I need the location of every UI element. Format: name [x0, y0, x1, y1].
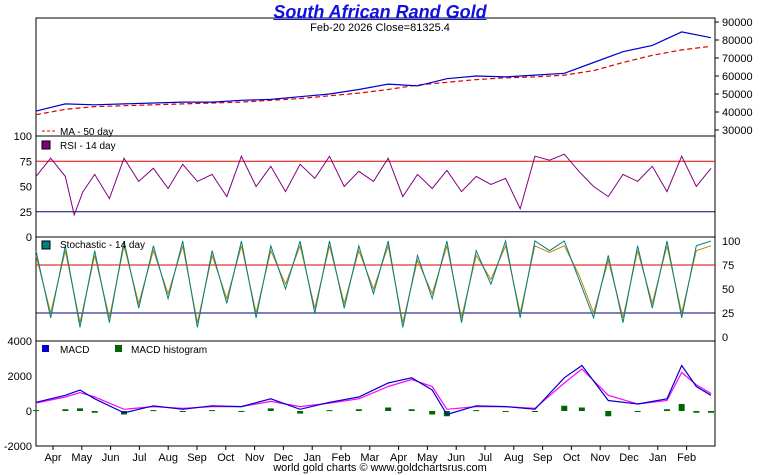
macd-hist-bar	[605, 411, 612, 417]
macd-hist-bar	[326, 410, 333, 412]
rsi-y-label: 75	[20, 156, 32, 168]
legend-hist-label: MACD histogram	[131, 345, 207, 356]
stoch-y-label: 0	[722, 332, 728, 344]
legend-rsi-label: RSI - 14 day	[60, 141, 116, 152]
macd-y-label: 0	[26, 406, 32, 418]
macd-hist-bar	[693, 411, 700, 413]
macd-hist-bar	[578, 407, 585, 411]
macd-hist-bar	[531, 411, 538, 412]
x-tick-label: May	[417, 452, 438, 464]
legend-hist-swatch	[115, 345, 122, 352]
x-tick-label: Dec	[619, 452, 639, 464]
macd-hist-bar	[561, 405, 568, 411]
x-tick-label: Feb	[677, 452, 696, 464]
macd-line	[35, 364, 712, 416]
x-tick-label: Sep	[533, 452, 553, 464]
macd-y-label: 2000	[8, 371, 32, 383]
macd-hist-bar	[663, 409, 670, 411]
y-tick-label: 90000	[722, 17, 753, 29]
y-tick-label: 80000	[722, 35, 753, 47]
legend-stoch-label: Stochastic - 14 day	[60, 240, 145, 251]
macd-y-label: 4000	[8, 336, 32, 348]
ma-50-line	[35, 45, 712, 116]
x-tick-label: Mar	[360, 452, 379, 464]
macd-hist-bar	[238, 411, 245, 412]
panel-frame-2	[35, 236, 716, 342]
macd-signal-line	[35, 368, 712, 410]
legend-rsi-swatch	[41, 140, 51, 150]
x-tick-label: Jul	[478, 452, 492, 464]
stoch-y-label: 100	[722, 236, 740, 248]
stoch-y-label: 50	[722, 284, 734, 296]
panel-frame-0	[35, 17, 716, 137]
x-tick-label: Jan	[303, 452, 321, 464]
macd-hist-bar	[502, 411, 509, 412]
macd-hist-bar	[355, 409, 362, 411]
x-tick-label: Jun	[102, 452, 120, 464]
legend-macd-label: MACD	[60, 345, 89, 356]
macd-hist-bar	[77, 408, 84, 411]
x-tick-label: Apr	[44, 452, 61, 464]
x-tick-label: Sep	[187, 452, 207, 464]
price-line	[35, 31, 712, 112]
macd-hist-bar	[634, 411, 641, 412]
stoch-y-label: 25	[722, 308, 734, 320]
chart-footer: world gold charts © www.goldchartsrus.co…	[273, 462, 487, 474]
rsi-y-label: 25	[20, 207, 32, 219]
macd-y-label: -2000	[4, 441, 32, 453]
macd-hist-bar	[708, 411, 714, 413]
stoch-y-label: 75	[722, 260, 734, 272]
legend-stoch-swatch	[41, 240, 51, 250]
x-tick-label: Apr	[390, 452, 407, 464]
macd-hist-bar	[429, 411, 436, 415]
rsi-y-label: 50	[20, 182, 32, 194]
rsi-line	[35, 153, 712, 217]
chart-subtitle: Feb-20 2026 Close=81325.4	[310, 22, 450, 34]
x-tick-label: Oct	[563, 452, 580, 464]
macd-hist-bar	[33, 410, 39, 412]
legend-ma-label: MA - 50 day	[60, 127, 113, 138]
x-tick-label: Nov	[245, 452, 265, 464]
macd-hist-bar	[297, 411, 304, 414]
macd-hist-bar	[408, 409, 415, 411]
x-tick-label: Aug	[504, 452, 524, 464]
macd-hist-bar	[62, 409, 69, 411]
chart-title: South African Rand Gold	[273, 2, 487, 22]
panel-frame-3	[35, 340, 716, 447]
macd-hist-bar	[267, 408, 274, 411]
y-tick-label: 70000	[722, 53, 753, 65]
x-tick-label: Oct	[217, 452, 234, 464]
macd-hist-bar	[150, 410, 157, 412]
macd-hist-bar	[473, 410, 480, 412]
y-tick-label: 30000	[722, 125, 753, 137]
stoch-k-line	[35, 239, 712, 328]
macd-hist-bar	[179, 411, 186, 412]
y-tick-label: 40000	[722, 107, 753, 119]
x-tick-label: Feb	[332, 452, 351, 464]
panel-frame-1	[35, 135, 716, 238]
macd-hist-bar	[91, 411, 98, 413]
x-tick-label: Dec	[274, 452, 294, 464]
macd-hist-bar	[385, 407, 392, 411]
y-tick-label: 50000	[722, 89, 753, 101]
x-tick-label: Nov	[590, 452, 610, 464]
x-tick-label: Jun	[447, 452, 465, 464]
macd-hist-bar	[678, 404, 685, 411]
rsi-y-label: 0	[26, 232, 32, 244]
y-tick-label: 60000	[722, 71, 753, 83]
legend-macd-swatch	[42, 345, 49, 352]
x-tick-label: Jan	[649, 452, 667, 464]
x-tick-label: Jul	[132, 452, 146, 464]
rsi-y-label: 100	[14, 131, 32, 143]
x-tick-label: May	[71, 452, 92, 464]
macd-hist-bar	[209, 410, 216, 412]
x-tick-label: Aug	[158, 452, 178, 464]
